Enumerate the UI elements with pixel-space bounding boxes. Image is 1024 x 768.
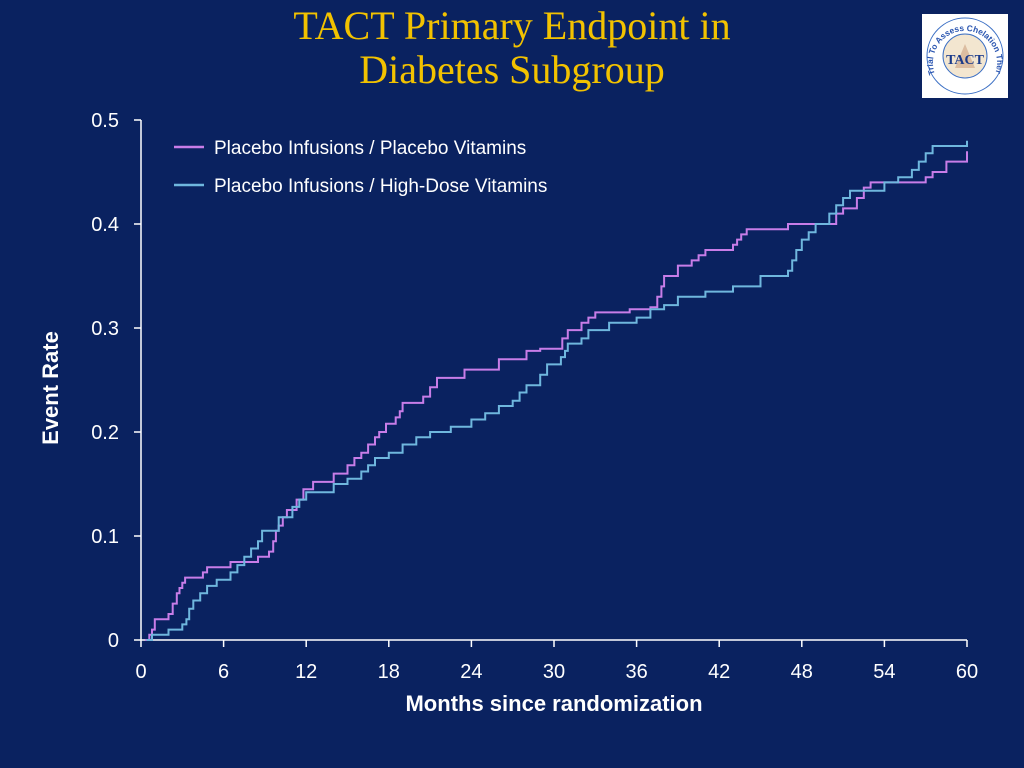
y-tick-label: 0.3 (91, 318, 119, 340)
x-tick-label: 12 (295, 661, 317, 683)
x-axis-title: Months since randomization (405, 691, 702, 716)
x-tick-label: 54 (873, 661, 895, 683)
logo-text: TACT (946, 53, 985, 68)
chart-ticks: 0 6 12 18 24 30 36 42 48 54 60 0 0.1 0.2 0.3 0.4 0.5 (91, 110, 978, 683)
tact-logo: TACT Trial To Assess Chelation Therapy (919, 6, 1008, 98)
chart-series (145, 140, 968, 641)
series-line-high-dose-vitamins (146, 140, 968, 641)
y-tick-label: 0.5 (91, 110, 119, 132)
y-axis-title: Event Rate (38, 331, 63, 445)
legend-label-high-dose-vitamins: Placebo Infusions / High-Dose Vitamins (214, 176, 547, 197)
logo-figure-icon (955, 44, 975, 68)
x-tick-label: 36 (625, 661, 647, 683)
series-line-placebo-vitamins (145, 151, 968, 641)
tact-logo-graphic: TACT Trial To Assess Chelation Therapy (919, 6, 1005, 95)
x-tick-label: 24 (460, 661, 482, 683)
chart-legend: Placebo Infusions / Placebo Vitamins Pla… (174, 138, 547, 197)
legend-label-placebo-vitamins: Placebo Infusions / Placebo Vitamins (214, 138, 526, 159)
x-tick-label: 42 (708, 661, 730, 683)
x-tick-label: 0 (135, 661, 146, 683)
slide-title: TACT Primary Endpoint in Diabetes Subgro… (140, 4, 884, 92)
x-tick-label: 60 (956, 661, 978, 683)
x-tick-label: 30 (543, 661, 565, 683)
y-tick-label: 0 (108, 630, 119, 652)
x-tick-label: 6 (218, 661, 229, 683)
x-tick-label: 18 (378, 661, 400, 683)
logo-ring (926, 17, 1004, 95)
slide-title-line1: TACT Primary Endpoint in (293, 3, 731, 48)
y-tick-label: 0.1 (91, 526, 119, 548)
x-tick-label: 48 (791, 661, 813, 683)
y-tick-label: 0.2 (91, 422, 119, 444)
y-tick-label: 0.4 (91, 214, 119, 236)
slide-title-line2: Diabetes Subgroup (359, 47, 665, 92)
